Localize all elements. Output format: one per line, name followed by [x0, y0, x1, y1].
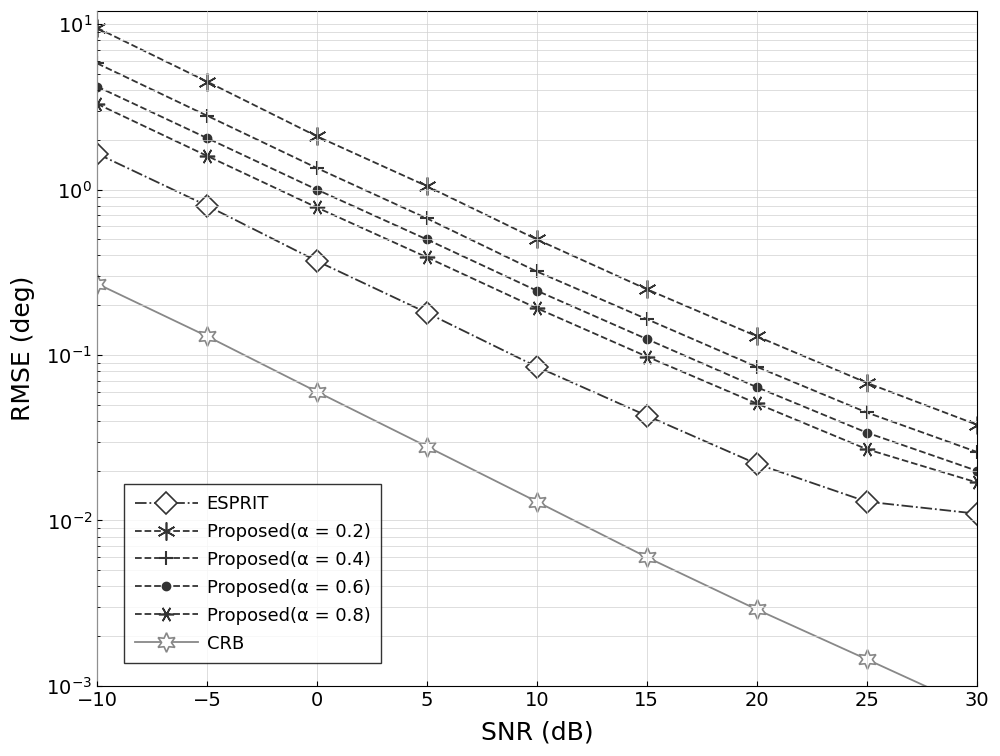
Line: ESPRIT: ESPRIT: [89, 146, 984, 522]
Proposed(α = 0.4): [531, 267, 543, 276]
Proposed(α = 0.8): [971, 478, 983, 487]
CRB: [311, 387, 323, 396]
Proposed(α = 0.6): [421, 235, 433, 244]
ESPRIT: [201, 201, 213, 210]
Proposed(α = 0.8): [751, 399, 763, 408]
Proposed(α = 0.8): [531, 304, 543, 313]
Proposed(α = 0.2): [421, 181, 433, 191]
Proposed(α = 0.8): [641, 352, 653, 361]
Proposed(α = 0.4): [91, 59, 103, 68]
Proposed(α = 0.2): [201, 77, 213, 86]
Proposed(α = 0.4): [311, 163, 323, 172]
Proposed(α = 0.6): [201, 134, 213, 143]
ESPRIT: [751, 460, 763, 469]
Line: Proposed(α = 0.8): Proposed(α = 0.8): [89, 96, 984, 490]
ESPRIT: [861, 497, 873, 507]
Proposed(α = 0.4): [861, 408, 873, 417]
Line: Proposed(α = 0.4): Proposed(α = 0.4): [90, 57, 984, 459]
Proposed(α = 0.4): [641, 314, 653, 324]
Proposed(α = 0.2): [971, 420, 983, 429]
Proposed(α = 0.2): [91, 23, 103, 33]
Line: Proposed(α = 0.2): Proposed(α = 0.2): [88, 19, 986, 434]
Proposed(α = 0.2): [641, 285, 653, 294]
CRB: [201, 332, 213, 341]
ESPRIT: [421, 308, 433, 318]
Proposed(α = 0.6): [311, 185, 323, 194]
Line: CRB: CRB: [87, 274, 986, 719]
Proposed(α = 0.6): [641, 334, 653, 343]
Line: Proposed(α = 0.6): Proposed(α = 0.6): [93, 82, 981, 475]
Proposed(α = 0.4): [421, 214, 433, 223]
Proposed(α = 0.4): [751, 362, 763, 371]
CRB: [421, 442, 433, 451]
ESPRIT: [311, 256, 323, 265]
Proposed(α = 0.8): [311, 203, 323, 212]
CRB: [861, 655, 873, 664]
Legend: ESPRIT, Proposed(α = 0.2), Proposed(α = 0.4), Proposed(α = 0.6), Proposed(α = 0.: ESPRIT, Proposed(α = 0.2), Proposed(α = …: [124, 484, 381, 664]
Proposed(α = 0.4): [971, 448, 983, 457]
CRB: [531, 497, 543, 507]
ESPRIT: [971, 509, 983, 518]
Proposed(α = 0.6): [971, 466, 983, 476]
Proposed(α = 0.6): [861, 428, 873, 437]
Y-axis label: RMSE (deg): RMSE (deg): [11, 276, 35, 421]
X-axis label: SNR (dB): SNR (dB): [481, 721, 593, 745]
Proposed(α = 0.8): [861, 445, 873, 454]
Proposed(α = 0.4): [201, 111, 213, 120]
Proposed(α = 0.2): [531, 235, 543, 244]
Proposed(α = 0.6): [91, 82, 103, 91]
CRB: [751, 605, 763, 614]
Proposed(α = 0.2): [311, 132, 323, 141]
CRB: [91, 279, 103, 288]
ESPRIT: [531, 362, 543, 371]
ESPRIT: [641, 411, 653, 420]
Proposed(α = 0.8): [91, 99, 103, 108]
CRB: [641, 553, 653, 562]
Proposed(α = 0.6): [751, 383, 763, 392]
Proposed(α = 0.2): [751, 332, 763, 341]
ESPRIT: [91, 149, 103, 158]
Proposed(α = 0.8): [201, 151, 213, 160]
CRB: [971, 705, 983, 714]
Proposed(α = 0.8): [421, 253, 433, 262]
Proposed(α = 0.2): [861, 378, 873, 387]
Proposed(α = 0.6): [531, 287, 543, 296]
